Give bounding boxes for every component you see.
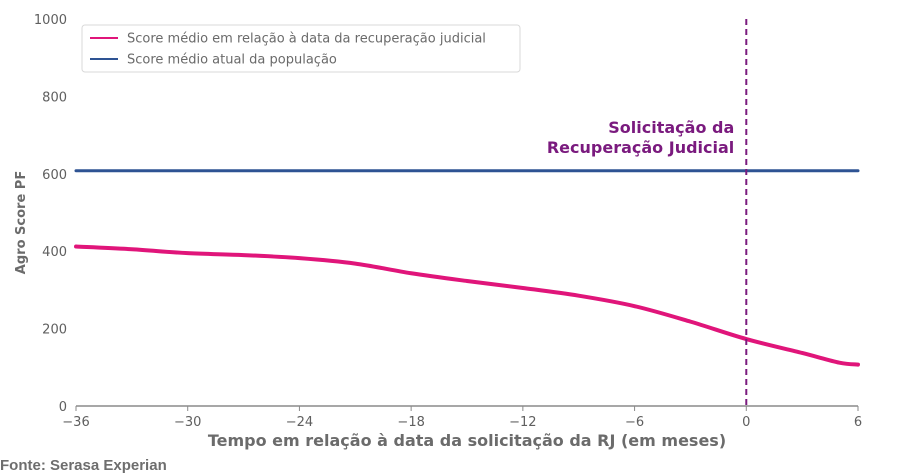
y-axis-ticks: 0 200 400 600 800 1000 (34, 13, 67, 415)
x-tick-label: −24 (286, 415, 313, 430)
x-tick-label: −6 (625, 415, 644, 430)
legend-label-population: Score médio atual da população (127, 53, 337, 68)
x-tick-label: 6 (854, 415, 862, 430)
annotation-line-1: Solicitação da (608, 118, 734, 137)
x-tick-label: −36 (62, 415, 89, 430)
x-tick-label: −18 (397, 415, 424, 430)
x-tick-label: 0 (742, 415, 750, 430)
series-layer (74, 169, 860, 367)
y-tick-label: 800 (42, 90, 67, 105)
series-line-recovery (74, 244, 860, 367)
annotation-line-2: Recuperação Judicial (547, 138, 734, 157)
source-note: Fonte: Serasa Experian (0, 457, 167, 474)
y-tick-label: 400 (42, 245, 67, 260)
y-tick-label: 0 (59, 400, 67, 415)
x-axis-label: Tempo em relação à data da solicitação d… (208, 431, 726, 450)
legend-box (81, 24, 521, 73)
y-tick-label: 200 (42, 323, 67, 338)
legend-label-recovery: Score médio em relação à data da recuper… (127, 32, 486, 47)
x-tick-label: −30 (174, 415, 201, 430)
y-axis-label: Agro Score PF (14, 171, 29, 274)
y-tick-label: 1000 (34, 13, 67, 28)
y-tick-label: 600 (42, 168, 67, 183)
x-axis-ticks: −36 −30 −24 −18 −12 −6 0 6 (62, 406, 862, 430)
legend: Score médio em relação à data da recuper… (81, 24, 521, 73)
x-tick-label: −12 (509, 415, 536, 430)
